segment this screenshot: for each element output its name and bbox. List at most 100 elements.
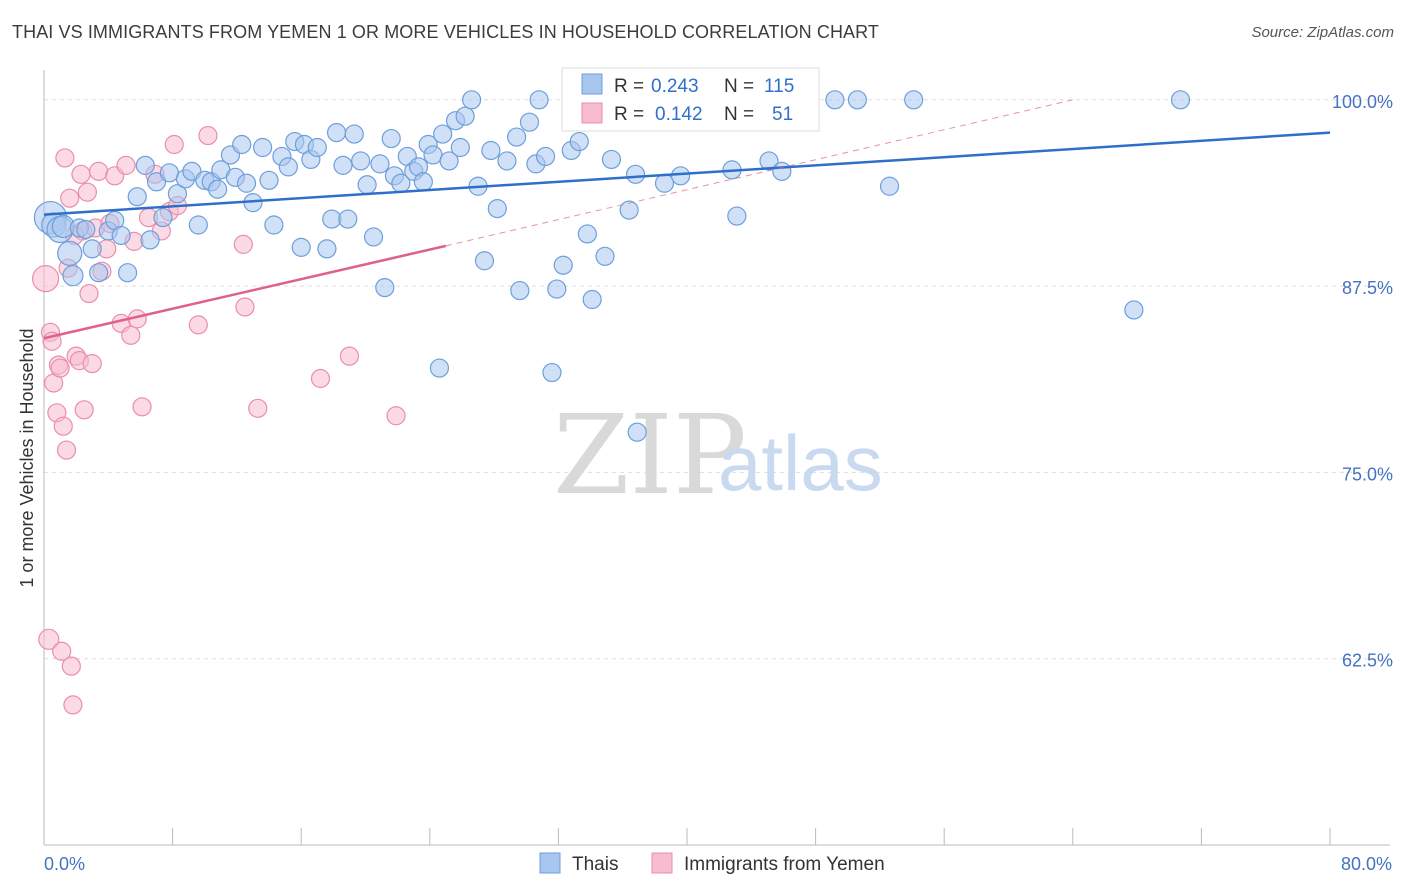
yemen-point-43: [235, 297, 255, 317]
thai-point-106: [904, 90, 924, 110]
thai-point-54: [381, 128, 401, 149]
bottom-legend: Thais Immigrants from Yemen: [539, 852, 885, 875]
thai-point-104: [847, 90, 867, 110]
thai-point-65: [439, 151, 459, 171]
legend-box: R = 0.243 N = 115 R = 0.142 N = 51: [561, 67, 820, 132]
thai-point-50: [357, 175, 377, 195]
legend-frame: [561, 67, 820, 132]
yemen-point-0: [32, 265, 60, 293]
yemen-point-20: [77, 182, 98, 202]
thai-point-43: [317, 239, 337, 259]
yemen-point-13: [60, 188, 80, 208]
trend-lines: [43, 99, 1331, 340]
chart-title: THAI VS IMMIGRANTS FROM YEMEN 1 OR MORE …: [12, 22, 880, 42]
legend-r-value-2: 0.142: [655, 104, 703, 125]
yemen-point-7: [50, 358, 70, 378]
thai-point-62: [423, 145, 443, 165]
thai-point-30: [232, 134, 252, 155]
thai-point-99: [727, 206, 747, 226]
thai-point-67: [450, 137, 470, 158]
thai-point-105: [879, 176, 900, 196]
thai-point-76: [510, 280, 530, 301]
bottom-legend-swatch-yemen: [651, 852, 673, 874]
thai-point-64: [433, 124, 453, 144]
thai-point-80: [535, 146, 556, 167]
watermark: ZIP atlas: [553, 391, 883, 519]
thai-point-19: [159, 163, 179, 183]
thai-point-20: [167, 184, 188, 204]
thai-point-103: [825, 90, 845, 110]
legend-n-label-1: N =: [724, 76, 754, 97]
y-tick-label-62.5: 62.5%: [1342, 651, 1393, 671]
thai-point-73: [487, 199, 507, 219]
thai-point-18: [153, 207, 173, 228]
legend-r-label-2: R =: [614, 104, 644, 125]
thai-point-107: [1124, 300, 1144, 320]
thai-point-12: [111, 225, 131, 246]
thai-point-91: [619, 200, 639, 220]
thai-point-75: [507, 127, 527, 147]
thai-point-52: [370, 154, 390, 174]
thai-point-94: [654, 173, 675, 193]
thai-point-39: [291, 237, 311, 257]
thai-point-16: [140, 230, 160, 250]
yemen-point-42: [233, 234, 253, 254]
yemen-point-47: [386, 406, 406, 426]
thai-point-79: [529, 90, 549, 110]
y-tick-label-75: 75.0%: [1342, 464, 1393, 484]
thai-point-48: [344, 124, 364, 144]
thai-point-108: [1170, 90, 1191, 110]
y-axis-label: 1 or more Vehicles in Household: [17, 328, 37, 587]
yemen-point-9: [53, 416, 73, 436]
thai-point-42: [307, 137, 327, 158]
thai-point-95: [670, 166, 691, 186]
thai-point-71: [474, 251, 495, 271]
thai-point-13: [117, 263, 138, 283]
legend-n-value-1: 115: [764, 76, 794, 97]
yemen-point-11: [56, 440, 77, 460]
yemen-point-21: [79, 283, 99, 304]
yemen-point-22: [82, 354, 102, 374]
thai-point-8: [82, 239, 102, 259]
thai-point-26: [208, 179, 228, 199]
watermark-atlas: atlas: [718, 419, 883, 507]
thai-point-72: [481, 140, 501, 161]
thai-point-31: [236, 173, 257, 193]
legend-n-label-2: N =: [724, 104, 754, 125]
thai-point-85: [569, 131, 589, 152]
thai-point-63: [429, 358, 450, 378]
yemen-trend-extension: [445, 99, 1073, 247]
x-tick-marks: [43, 828, 1331, 845]
bottom-legend-yemen: Immigrants from Yemen: [684, 854, 885, 875]
watermark-zip: ZIP: [553, 391, 747, 519]
yemen-point-33: [132, 397, 152, 417]
thai-point-86: [577, 224, 597, 244]
yemen-point-10: [55, 148, 75, 168]
thai-point-60: [413, 172, 433, 192]
thai-point-77: [519, 112, 540, 132]
yemen-point-8: [52, 641, 72, 661]
thai-point-4: [57, 240, 83, 266]
axes: [43, 70, 1390, 846]
yemen-trend-line: [43, 244, 447, 340]
yemen-point-40: [188, 315, 208, 335]
x-tick-label-0: 0.0%: [44, 854, 85, 874]
thai-point-87: [582, 289, 602, 310]
yemen-point-38: [164, 134, 184, 155]
yemen-point-48: [71, 164, 91, 184]
thai-point-93: [627, 422, 647, 442]
legend-n-value-2: 51: [772, 104, 793, 125]
thai-point-46: [333, 155, 353, 175]
thai-point-34: [259, 170, 279, 190]
yemen-point-1: [38, 628, 60, 650]
thai-point-88: [595, 246, 615, 266]
yemen-point-30: [116, 155, 136, 175]
thai-point-89: [601, 149, 622, 170]
thai-point-83: [553, 255, 573, 275]
thai-point-15: [135, 155, 155, 175]
legend-swatch-yemen: [581, 102, 603, 124]
thai-point-23: [188, 215, 208, 235]
yemen-point-44: [248, 398, 268, 418]
thai-point-47: [338, 209, 358, 229]
